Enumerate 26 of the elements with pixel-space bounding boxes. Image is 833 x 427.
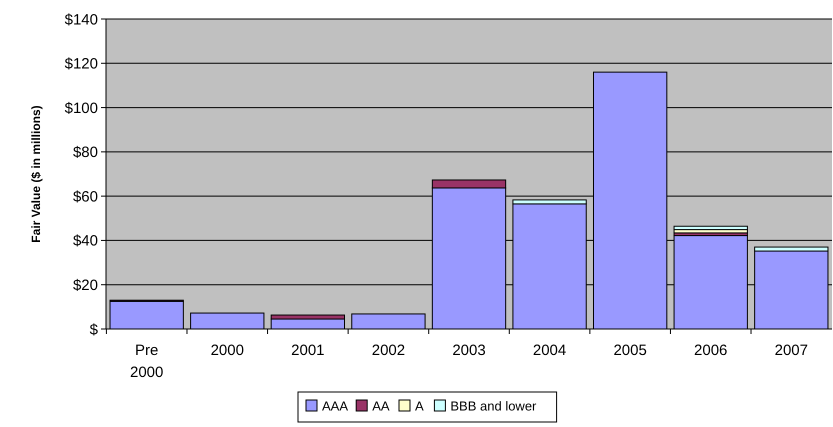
y-tick-label: $ [90,321,99,338]
x-tick-label: 2006 [694,342,728,359]
y-tick-label: $40 [72,232,98,250]
x-tick-label: 2001 [291,342,325,359]
bar [190,312,264,330]
x-tick-label: 2000 [210,342,244,359]
x-tick-label: 2007 [774,342,808,359]
y-tick-label: $60 [72,188,98,206]
y-tick-label: $20 [72,276,98,294]
x-tick-label: 2002 [372,342,406,359]
legend-label: AA [372,398,390,414]
bar [351,313,426,330]
legend-label: A [415,398,424,414]
x-tick-label: 2005 [613,342,647,359]
y-tick-label: $80 [72,144,98,162]
x-tick-label: 2004 [532,342,566,359]
y-tick-label: $100 [64,100,98,117]
y-tick-label: $140 [64,11,98,28]
y-axis-title: Fair Value ($ in millions) [29,105,43,243]
x-tick-label: 2003 [452,342,486,359]
y-tick-label: $120 [64,56,98,73]
bar [110,300,184,330]
legend-label: BBB and lower [450,398,538,414]
legend-label: AAA [322,398,348,414]
x-tick-label: Pre 2000 [130,342,164,381]
bar [674,226,748,230]
